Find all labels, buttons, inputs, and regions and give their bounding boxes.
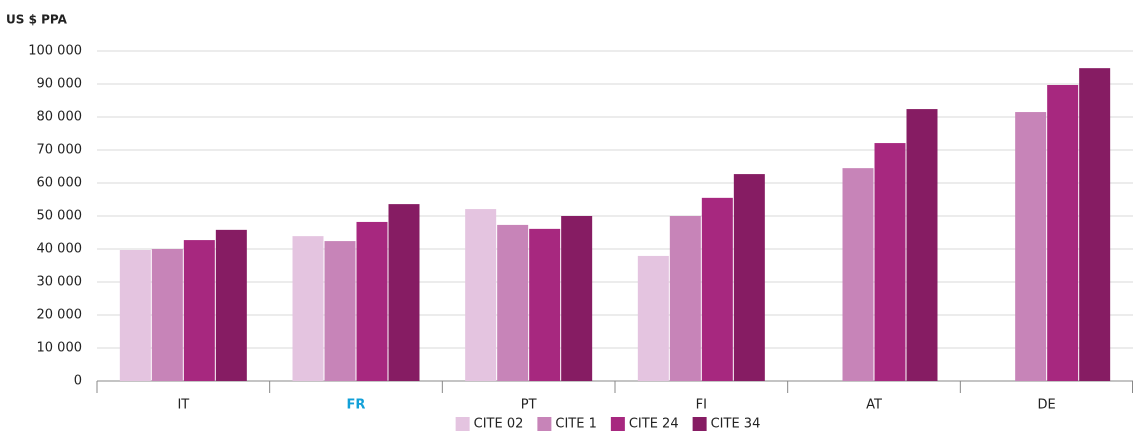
x-tick-label: FR xyxy=(347,398,366,413)
y-tick-label: 70 000 xyxy=(37,143,83,158)
x-tick-label: AT xyxy=(866,398,882,413)
bar xyxy=(529,228,561,381)
bar xyxy=(119,249,151,381)
bar xyxy=(561,216,593,381)
y-tick-label: 90 000 xyxy=(37,77,83,92)
x-tick-label: FI xyxy=(696,398,707,413)
y-tick-label: 50 000 xyxy=(37,209,83,224)
legend-swatch xyxy=(692,417,707,431)
legend-label: CITE 34 xyxy=(711,417,761,432)
legend-label: CITE 02 xyxy=(474,417,524,432)
y-tick-label: 80 000 xyxy=(37,110,83,125)
y-tick-label: 0 xyxy=(74,374,82,389)
y-axis-title: US $ PPA xyxy=(6,13,68,27)
legend-swatch xyxy=(537,417,552,431)
bar xyxy=(388,204,420,381)
bar xyxy=(356,221,388,381)
bar xyxy=(324,241,356,381)
bar xyxy=(292,236,324,381)
bar xyxy=(1047,84,1079,382)
bar xyxy=(906,109,938,381)
bar xyxy=(215,229,247,381)
bar xyxy=(637,255,669,381)
x-tick-label: PT xyxy=(521,398,537,413)
bar xyxy=(733,174,765,381)
y-tick-label: 100 000 xyxy=(28,44,82,59)
legend-swatch xyxy=(455,417,470,431)
y-tick-label: 10 000 xyxy=(37,341,83,356)
bar xyxy=(1079,68,1111,381)
bar xyxy=(151,249,183,381)
y-tick-label: 40 000 xyxy=(37,242,83,257)
bar xyxy=(669,216,701,381)
y-tick-label: 60 000 xyxy=(37,176,83,191)
bar xyxy=(701,197,733,381)
y-tick-label: 30 000 xyxy=(37,275,83,290)
x-tick-label: IT xyxy=(177,398,189,413)
bar xyxy=(183,240,215,381)
bar xyxy=(497,224,529,381)
bar xyxy=(1015,112,1047,382)
bar xyxy=(874,143,906,381)
y-tick-label: 20 000 xyxy=(37,308,83,323)
legend-label: CITE 1 xyxy=(555,417,596,432)
bar xyxy=(465,209,497,381)
bar xyxy=(842,168,874,381)
x-tick-label: DE xyxy=(1038,398,1056,413)
legend-label: CITE 24 xyxy=(629,417,679,432)
legend-swatch xyxy=(610,417,625,431)
